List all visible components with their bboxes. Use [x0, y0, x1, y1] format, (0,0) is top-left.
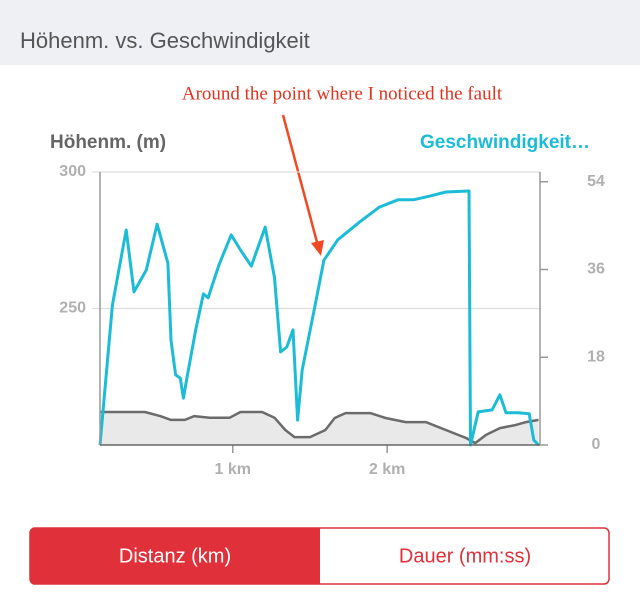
y2-tick-label: 18 — [587, 348, 605, 365]
y2-tick-label: 36 — [587, 261, 605, 278]
x-tick-label: 2 km — [369, 461, 405, 478]
annotation-arrow — [281, 114, 320, 247]
header-bar — [0, 0, 640, 65]
y2-tick-label: 54 — [587, 173, 605, 190]
y-axis-label: Höhenm. (m) — [50, 132, 166, 153]
header-title: Höhenm. vs. Geschwindigkeit — [20, 28, 310, 53]
tab-label[interactable]: Dauer (mm:ss) — [399, 545, 531, 567]
area — [100, 412, 539, 445]
y-tick-label: 300 — [59, 163, 86, 180]
x-tick-label: 1 km — [215, 461, 251, 478]
line — [98, 189, 540, 447]
annotation: Around the point where I noticed the fau… — [182, 83, 503, 104]
tab-distance[interactable] — [30, 528, 320, 584]
line — [100, 410, 539, 445]
tab-label[interactable]: Distanz (km) — [119, 545, 231, 567]
y-tick-label: 250 — [59, 300, 86, 317]
plot: 250 300 0 18 36 54 1 km 2 km — [59, 163, 605, 478]
y2-axis-label: Geschwindigkeit… — [420, 132, 590, 153]
y2-tick-label: 0 — [592, 436, 601, 453]
arrow-head — [311, 240, 324, 256]
